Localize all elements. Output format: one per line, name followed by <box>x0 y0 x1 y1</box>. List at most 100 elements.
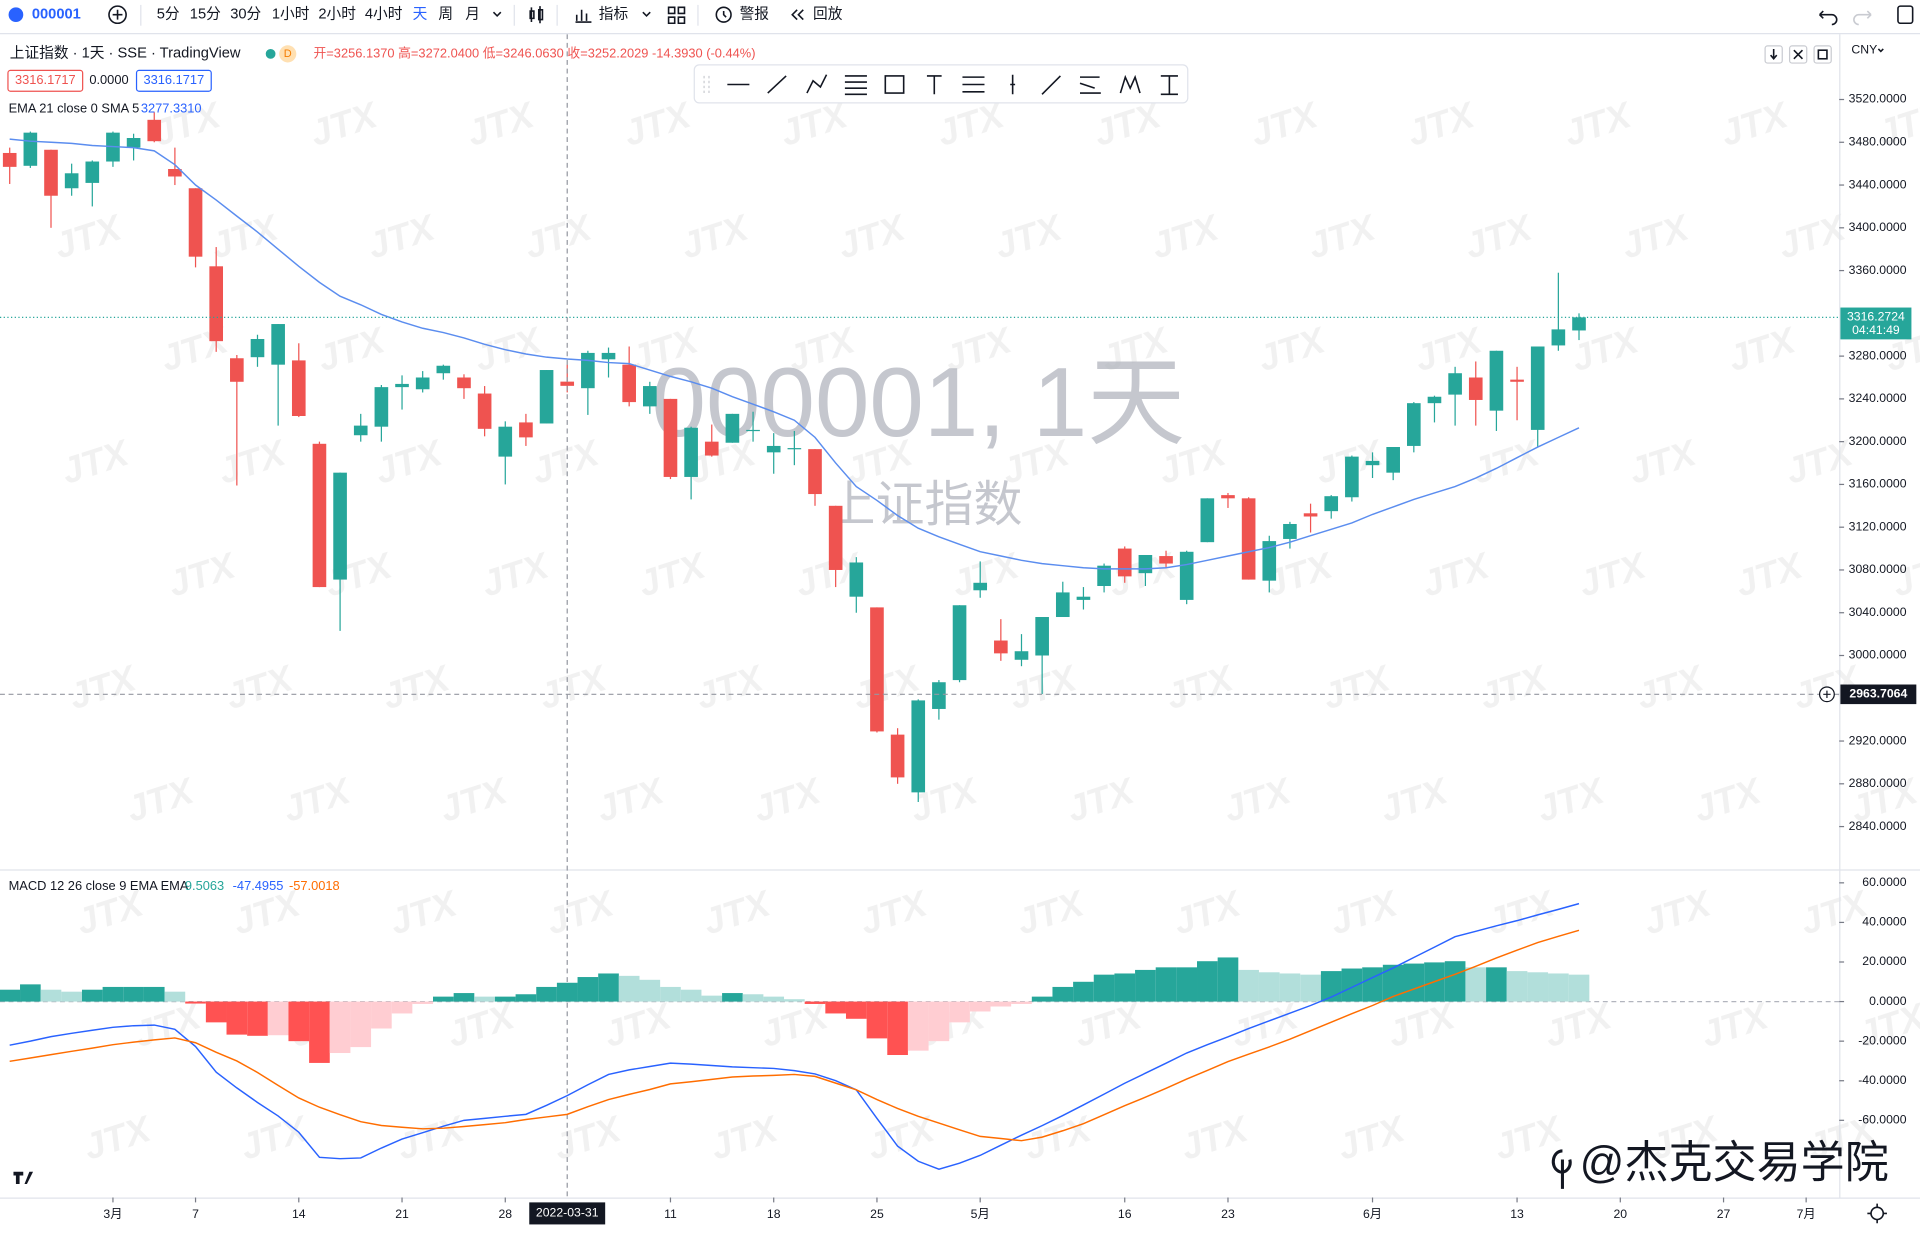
replay-icon[interactable] <box>791 9 804 21</box>
macd-histogram-bar <box>680 989 702 1002</box>
tool-path[interactable] <box>806 74 828 94</box>
macd-hist-value: 9.5063 <box>185 878 224 893</box>
interval[interactable]: 15分 <box>190 6 221 23</box>
y-tick-label: 3440.0000 <box>1849 177 1907 191</box>
candle-body <box>1303 513 1318 517</box>
x-tick-label: 6月 <box>1363 1207 1382 1221</box>
interval-active[interactable]: 天 <box>413 7 428 23</box>
pane-maximize[interactable] <box>1813 45 1832 64</box>
interval[interactable]: 月 <box>465 7 480 23</box>
alert[interactable]: 警报 <box>740 6 770 23</box>
indicators-dropdown[interactable] <box>642 11 651 18</box>
currency[interactable]: CNY <box>1851 42 1877 56</box>
candle-body <box>1407 403 1421 446</box>
macd-label: MACD 12 26 close 9 EMA EMA <box>9 878 189 893</box>
candle-body <box>209 266 224 342</box>
candle-body <box>1159 556 1173 564</box>
macd-histogram-bar <box>784 999 805 1002</box>
undo[interactable] <box>1819 10 1838 26</box>
macd-histogram-bar <box>474 996 495 1002</box>
layout-icon[interactable] <box>667 6 686 25</box>
tool-pattern[interactable] <box>1119 74 1141 94</box>
macd-histogram-bar <box>371 1001 392 1029</box>
pane-close-icon <box>1793 49 1804 60</box>
macd-histogram-bar <box>556 982 578 1002</box>
add-symbol[interactable] <box>108 5 127 25</box>
candle-body <box>395 383 409 388</box>
y-tick-label: 3400.0000 <box>1849 220 1907 234</box>
candle-body <box>911 700 926 793</box>
chart-type[interactable] <box>529 6 544 24</box>
macd-histogram-bar <box>1527 972 1549 1002</box>
macd-histogram-bar <box>1114 973 1136 1002</box>
tool-trend[interactable] <box>767 75 787 94</box>
tool-fan[interactable] <box>1079 76 1101 94</box>
candle-body <box>1510 379 1524 382</box>
macd-histogram-bar <box>40 989 62 1002</box>
candle-body <box>1138 554 1153 574</box>
tool-rect[interactable] <box>884 75 905 94</box>
tool-fib[interactable] <box>844 75 867 96</box>
macd-histogram-bar <box>1341 968 1363 1002</box>
candle-body <box>436 365 451 374</box>
x-tick-label: 13 <box>1510 1207 1524 1221</box>
macd-histogram-bar <box>1568 974 1590 1002</box>
redo[interactable] <box>1853 10 1872 26</box>
flag-badge <box>279 45 297 63</box>
tool-text[interactable] <box>926 75 942 95</box>
indicators-icon[interactable] <box>575 9 592 23</box>
countdown: 04:41:49 <box>1852 323 1900 337</box>
ask-box[interactable] <box>135 69 212 92</box>
macd-histogram-bar <box>1073 981 1094 1002</box>
alert-icon[interactable] <box>715 6 732 23</box>
macd-histogram-bar <box>494 996 516 1002</box>
symbol[interactable]: 000001 <box>32 7 81 23</box>
y-tick-label: 3080.0000 <box>1849 562 1907 576</box>
macd-histogram-bar <box>1444 961 1466 1002</box>
tool-range[interactable] <box>962 76 985 93</box>
y-tick-label: 3160.0000 <box>1849 477 1907 491</box>
interval[interactable]: 2小时 <box>318 6 356 23</box>
interval[interactable]: 30分 <box>230 6 261 23</box>
bid-box[interactable] <box>7 69 84 92</box>
candle-body <box>808 449 822 495</box>
candle-body <box>849 562 864 597</box>
interval[interactable]: 5分 <box>157 6 180 23</box>
macd-histogram-bar <box>1300 974 1321 1002</box>
crosshair-date: 2022-03-31 <box>536 1206 599 1220</box>
y-tick-label: 3200.0000 <box>1849 434 1907 448</box>
macd-histogram-bar <box>1548 973 1569 1002</box>
interval[interactable]: 4小时 <box>365 6 403 23</box>
fullscreen[interactable] <box>1897 5 1914 25</box>
currency-dropdown[interactable] <box>1877 48 1884 53</box>
tv-logo-bg <box>9 1166 40 1189</box>
ohlc-values: 开=3256.1370 高=3272.0400 低=3246.0630 收=32… <box>313 45 755 60</box>
interval[interactable]: 周 <box>438 6 453 23</box>
macd-histogram-bar <box>1506 971 1528 1002</box>
macd-histogram-bar <box>247 1001 268 1036</box>
macd-histogram-bar <box>20 984 41 1002</box>
y-tick-label: 3360.0000 <box>1849 263 1907 277</box>
indicators[interactable]: 指标 <box>599 6 629 23</box>
interval[interactable]: 1小时 <box>272 6 310 23</box>
y-tick-label: -40.0000 <box>1858 1073 1906 1087</box>
candle-body <box>787 448 802 450</box>
macd-histogram-bar <box>722 993 743 1002</box>
interval-dropdown[interactable] <box>492 11 502 18</box>
tool-vline[interactable] <box>1010 74 1016 95</box>
symbol-icon[interactable] <box>8 7 24 23</box>
candle-body <box>704 441 719 456</box>
candle-body <box>994 640 1008 654</box>
candle-body <box>147 119 162 142</box>
tool-ray[interactable] <box>1041 75 1061 95</box>
macd-histogram-bar <box>1403 963 1425 1002</box>
candle-body <box>1179 551 1194 600</box>
macd-histogram-bar <box>433 996 454 1002</box>
flag: D <box>284 48 292 60</box>
replay[interactable]: 回放 <box>813 6 843 23</box>
macd-histogram-bar <box>391 1001 413 1014</box>
tool-measure[interactable] <box>1160 75 1178 96</box>
y-tick-label: 3280.0000 <box>1849 348 1907 362</box>
y-tick-label: 3000.0000 <box>1849 648 1907 662</box>
